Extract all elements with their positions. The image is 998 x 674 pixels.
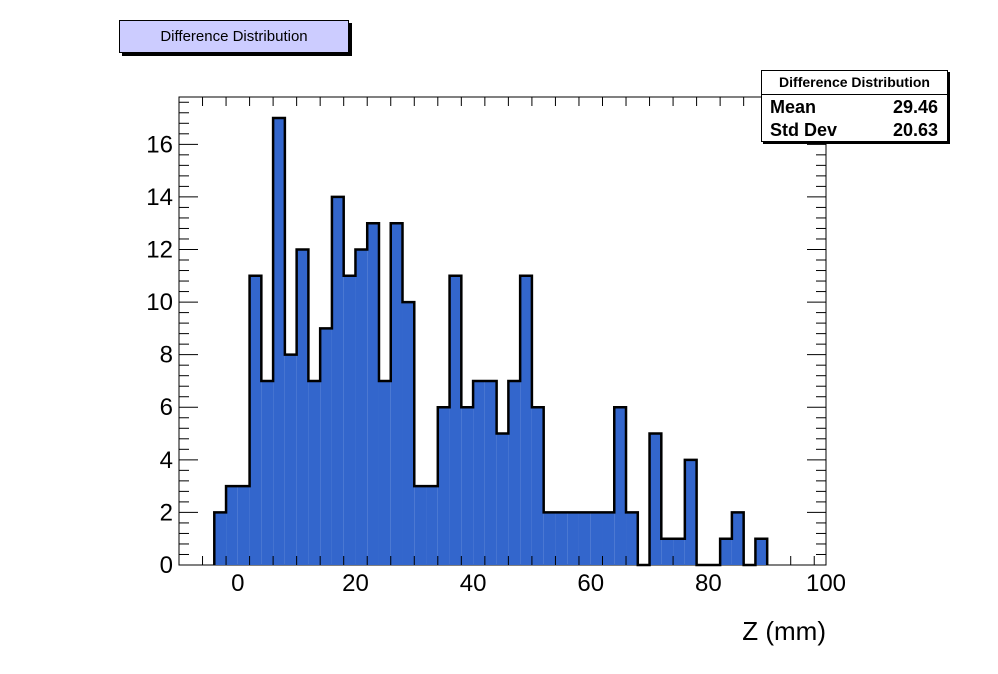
histogram-bar (720, 538, 732, 565)
histogram-bar (731, 512, 744, 565)
x-tick-label: 0 (231, 570, 244, 597)
stats-box: Difference Distribution Mean 29.46 Std D… (761, 70, 948, 142)
histogram-bar (578, 512, 591, 565)
histogram-bar (390, 223, 403, 565)
histogram-bar (249, 275, 262, 565)
histogram-title: Difference Distribution (160, 28, 308, 45)
y-tick-label: 8 (160, 342, 173, 369)
stats-value-mean: 29.46 (892, 97, 938, 117)
stats-row-mean: Mean 29.46 (762, 95, 947, 118)
x-tick-label: 40 (460, 570, 487, 597)
histogram-bar (473, 380, 485, 565)
stats-title: Difference Distribution (762, 71, 947, 95)
stats-value-stddev: 20.63 (892, 120, 938, 140)
histogram-title-box: Difference Distribution (119, 20, 349, 53)
histogram-bar (626, 512, 638, 565)
histogram-bar (649, 433, 662, 565)
histogram-bar (331, 196, 344, 566)
histogram-bar (673, 538, 685, 565)
histogram-bar (402, 302, 415, 565)
histogram-bar (567, 512, 579, 565)
histogram-bar (543, 512, 556, 565)
stats-label-stddev: Std Dev (770, 120, 838, 140)
stats-row-stddev: Std Dev 20.63 (762, 118, 947, 141)
x-tick-label: 100 (806, 570, 846, 597)
y-tick-label: 14 (146, 184, 173, 211)
histogram-bar (437, 407, 450, 565)
histogram-bar (308, 380, 321, 565)
stats-label-mean: Mean (770, 97, 817, 117)
histogram-bar (226, 486, 238, 565)
histogram-bar (414, 486, 427, 565)
histogram-bar (214, 512, 227, 565)
histogram-bar (284, 354, 297, 565)
y-tick-label: 16 (146, 131, 173, 158)
y-tick-label: 2 (160, 499, 173, 526)
histogram-bar (590, 512, 603, 565)
y-tick-label: 12 (146, 236, 173, 263)
x-axis-title: Z (mm) (742, 616, 826, 646)
histogram-bar (555, 512, 568, 565)
histogram-outline (213, 116, 769, 567)
histogram-bar (273, 118, 285, 566)
histogram-bar (261, 380, 274, 565)
x-tick-label: 80 (695, 570, 722, 597)
x-tick-label: 60 (577, 570, 604, 597)
histogram-bar (461, 407, 474, 565)
histogram-bar (449, 275, 462, 565)
histogram-bar (296, 249, 309, 565)
histogram-bar (378, 380, 391, 565)
y-tick-label: 4 (160, 447, 173, 474)
histogram-bar (602, 512, 615, 565)
histogram-bar (520, 275, 532, 565)
histogram-bar (484, 380, 497, 565)
histogram-bar (426, 486, 438, 565)
histogram-bar (496, 433, 509, 565)
y-tick-label: 0 (160, 552, 173, 579)
y-tick-label: 10 (146, 289, 173, 316)
histogram-bar (614, 407, 627, 565)
histogram-bar (320, 328, 332, 565)
histogram-bar (237, 486, 250, 565)
histogram-bar (355, 249, 368, 565)
histogram-bar (531, 407, 544, 565)
histogram-bar (755, 538, 768, 565)
x-tick-label: 20 (342, 570, 369, 597)
histogram-bar (367, 223, 379, 565)
histogram-bar (343, 275, 356, 565)
y-tick-label: 6 (160, 394, 173, 421)
histogram-bar (508, 380, 521, 565)
histogram-bar (684, 459, 697, 565)
histogram-bar (661, 538, 674, 565)
